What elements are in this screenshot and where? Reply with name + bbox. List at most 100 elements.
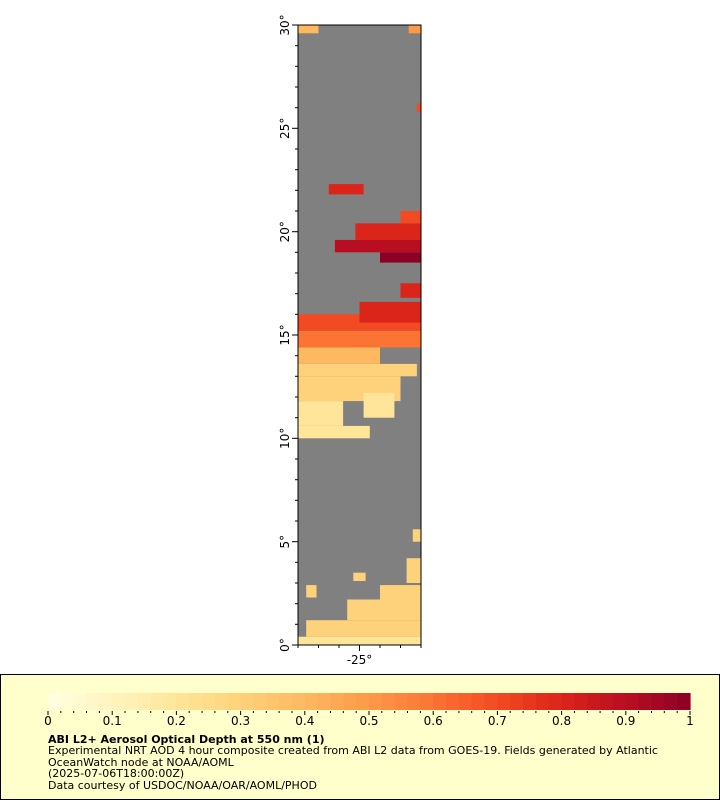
- lat-tick-label: 30°: [278, 14, 292, 35]
- colorbar-cell: [510, 693, 524, 710]
- colorbar-tick-label: 0: [44, 714, 52, 728]
- colorbar-cell: [625, 693, 640, 710]
- colorbar-tick-label: 0.4: [295, 714, 314, 728]
- colorbar-cell: [458, 693, 473, 710]
- colorbar-cell: [317, 693, 332, 710]
- aod-region-9: [298, 401, 344, 426]
- colorbar-cell: [433, 693, 447, 710]
- data-credit: Data courtesy of USDOC/NOAA/OAR/AOML/PHO…: [48, 779, 317, 792]
- colorbar-tick-label: 0.5: [359, 714, 378, 728]
- lat-tick-label: 20°: [278, 221, 292, 242]
- chart-timestamp: (2025-07-06T18:00:00Z): [48, 767, 185, 780]
- lon-tick-label: -25°: [347, 653, 373, 667]
- colorbar-cell: [343, 693, 357, 710]
- colorbar-cell: [484, 693, 498, 710]
- aod-region-17: [400, 283, 421, 298]
- aod-region-25: [408, 25, 421, 34]
- aod-map: 0° 5° 10° 15° 20° 25° 30° -25°: [278, 14, 422, 667]
- aod-region-5: [353, 572, 366, 581]
- colorbar-cell: [497, 693, 511, 710]
- colorbar-cell: [638, 693, 653, 710]
- lat-tick-label: 15°: [278, 324, 292, 345]
- aod-region-23: [416, 103, 421, 112]
- colorbar-cell: [471, 693, 486, 710]
- colorbar-cell: [112, 693, 126, 710]
- aod-region-11: [298, 363, 417, 377]
- lat-tick-label: 10°: [278, 428, 292, 449]
- colorbar-tick-label: 0.8: [552, 714, 571, 728]
- colorbar-cell: [48, 693, 62, 710]
- colorbar-tick-label: 0.6: [424, 714, 443, 728]
- aod-region-19: [334, 239, 421, 253]
- aod-region-2: [347, 599, 421, 621]
- colorbar-cell: [86, 693, 100, 710]
- colorbar-cell: [202, 693, 216, 710]
- colorbar-cell: [253, 693, 267, 710]
- aod-region-8: [298, 425, 370, 439]
- chart-description: Experimental NRT AOD 4 hour composite cr…: [48, 744, 658, 769]
- colorbar-cell: [651, 693, 665, 710]
- aod-region-4: [406, 558, 421, 583]
- chart-title: ABI L2+ Aerosol Optical Depth at 550 nm …: [48, 733, 325, 746]
- colorbar-cell: [240, 693, 255, 710]
- aod-region-22: [328, 184, 364, 195]
- lat-tick-label: 25°: [278, 118, 292, 139]
- colorbar-cell: [137, 693, 152, 710]
- aod-colorbar: 0 0.1 0.2 0.3 0.4 0.5 0.6 0.7 0.8 0.9 1: [44, 693, 694, 728]
- colorbar-cell: [561, 693, 576, 710]
- aod-region-21: [400, 211, 421, 224]
- colorbar-cell: [381, 693, 396, 710]
- colorbar-cell: [523, 693, 537, 710]
- colorbar-cell: [356, 693, 370, 710]
- colorbar-cell: [369, 693, 383, 710]
- colorbar-tick-label: 0.7: [488, 714, 507, 728]
- colorbar-cell: [60, 693, 75, 710]
- colorbar-cell: [535, 693, 550, 710]
- colorbar-cell: [304, 693, 319, 710]
- aod-region-14: [298, 330, 421, 348]
- colorbar-cell: [446, 693, 460, 710]
- aod-region-24: [298, 25, 319, 34]
- aod-region-16: [359, 301, 421, 323]
- colorbar-cell: [73, 693, 88, 710]
- aod-region-7: [412, 529, 421, 542]
- colorbar-tick-label: 0.9: [616, 714, 635, 728]
- colorbar-cells: [48, 693, 691, 710]
- colorbar-tick-label: 0.2: [167, 714, 186, 728]
- aod-region-1: [306, 620, 421, 637]
- legend-panel: 0 0.1 0.2 0.3 0.4 0.5 0.6 0.7 0.8 0.9 1 ABI L2+ Ae…: [0, 674, 720, 800]
- aod-region-18: [380, 252, 421, 263]
- colorbar-cell: [266, 693, 280, 710]
- colorbar-cell: [99, 693, 113, 710]
- colorbar-cell: [574, 693, 588, 710]
- colorbar-cell: [163, 693, 177, 710]
- aod-region-12: [363, 392, 395, 418]
- aod-region-20: [355, 223, 421, 240]
- colorbar-cell: [664, 693, 678, 710]
- aod-data-layer: [298, 25, 421, 645]
- aod-region-6: [306, 585, 317, 598]
- lat-tick-label: 5°: [278, 535, 292, 549]
- longitude-axis: -25°: [297, 645, 422, 667]
- colorbar-cell: [125, 693, 139, 710]
- colorbar-cell: [330, 693, 344, 710]
- colorbar-cell: [407, 693, 421, 710]
- colorbar-cell: [227, 693, 242, 710]
- colorbar-cell: [150, 693, 165, 710]
- colorbar-cell: [189, 693, 203, 710]
- colorbar-tick-label: 1: [686, 714, 694, 728]
- aod-region-3: [380, 585, 421, 600]
- colorbar-cell: [176, 693, 190, 710]
- colorbar-cell: [600, 693, 614, 710]
- colorbar-cell: [291, 693, 306, 710]
- aod-region-0: [298, 636, 421, 645]
- colorbar-cell: [612, 693, 627, 710]
- colorbar-ticks: 0 0.1 0.2 0.3 0.4 0.5 0.6 0.7 0.8 0.9 1: [44, 711, 694, 728]
- latitude-axis: 0° 5° 10° 15° 20° 25° 30°: [278, 14, 298, 652]
- colorbar-tick-label: 0.3: [231, 714, 250, 728]
- colorbar-tick-label: 0.1: [103, 714, 122, 728]
- lat-tick-label: 0°: [278, 638, 292, 652]
- colorbar-cell: [279, 693, 293, 710]
- aod-region-13: [298, 347, 380, 364]
- colorbar-cell: [677, 693, 691, 710]
